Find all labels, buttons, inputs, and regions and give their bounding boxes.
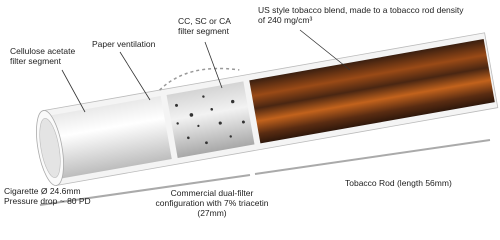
label-line: Cigarette Ø 24.6mm	[4, 186, 81, 196]
leader	[119, 51, 151, 101]
label: Cigarette Ø 24.6mm Pressure drop ~ 80 PD	[4, 186, 91, 206]
label-line: US style tobacco blend, made to a tobacc…	[258, 5, 464, 15]
acetate-segment	[44, 95, 172, 180]
charcoal-segment	[166, 81, 255, 158]
bracket-filter	[39, 174, 251, 206]
label-line: CC, SC or CA	[178, 16, 231, 26]
label-line: configuration with 7% triacetin	[156, 198, 269, 208]
leader	[61, 69, 86, 113]
bracket-rod	[254, 139, 491, 175]
leader	[299, 29, 351, 71]
cigarette	[36, 32, 499, 186]
cigarette-diagram: Cellulose acetate filter segment Paper ve…	[4, 5, 499, 218]
label: US style tobacco blend, made to a tobacc…	[258, 5, 464, 25]
tobacco-segment	[249, 39, 495, 144]
label: Cellulose acetate filter segment	[10, 46, 75, 66]
filter-face	[39, 118, 61, 178]
label: Commercial dual-filter configuration with…	[156, 188, 269, 218]
label-line: Commercial dual-filter	[171, 188, 254, 198]
label-line: filter segment	[10, 56, 62, 66]
speckles	[175, 95, 245, 145]
leader	[204, 41, 223, 89]
label: CC, SC or CA filter segment	[178, 16, 231, 36]
label-line: Pressure drop ~ 80 PD	[4, 196, 91, 206]
label: Tobacco Rod (length 56mm)	[345, 178, 452, 188]
label: Paper ventilation	[92, 39, 156, 49]
ventilation-curve	[159, 67, 240, 91]
label-line: (27mm)	[197, 208, 226, 218]
label-line: of 240 mg/cm³	[258, 15, 312, 25]
label-line: Cellulose acetate	[10, 46, 75, 56]
label-line: filter segment	[178, 26, 230, 36]
